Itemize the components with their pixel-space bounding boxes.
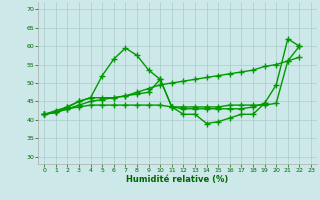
X-axis label: Humidité relative (%): Humidité relative (%) [126,175,229,184]
